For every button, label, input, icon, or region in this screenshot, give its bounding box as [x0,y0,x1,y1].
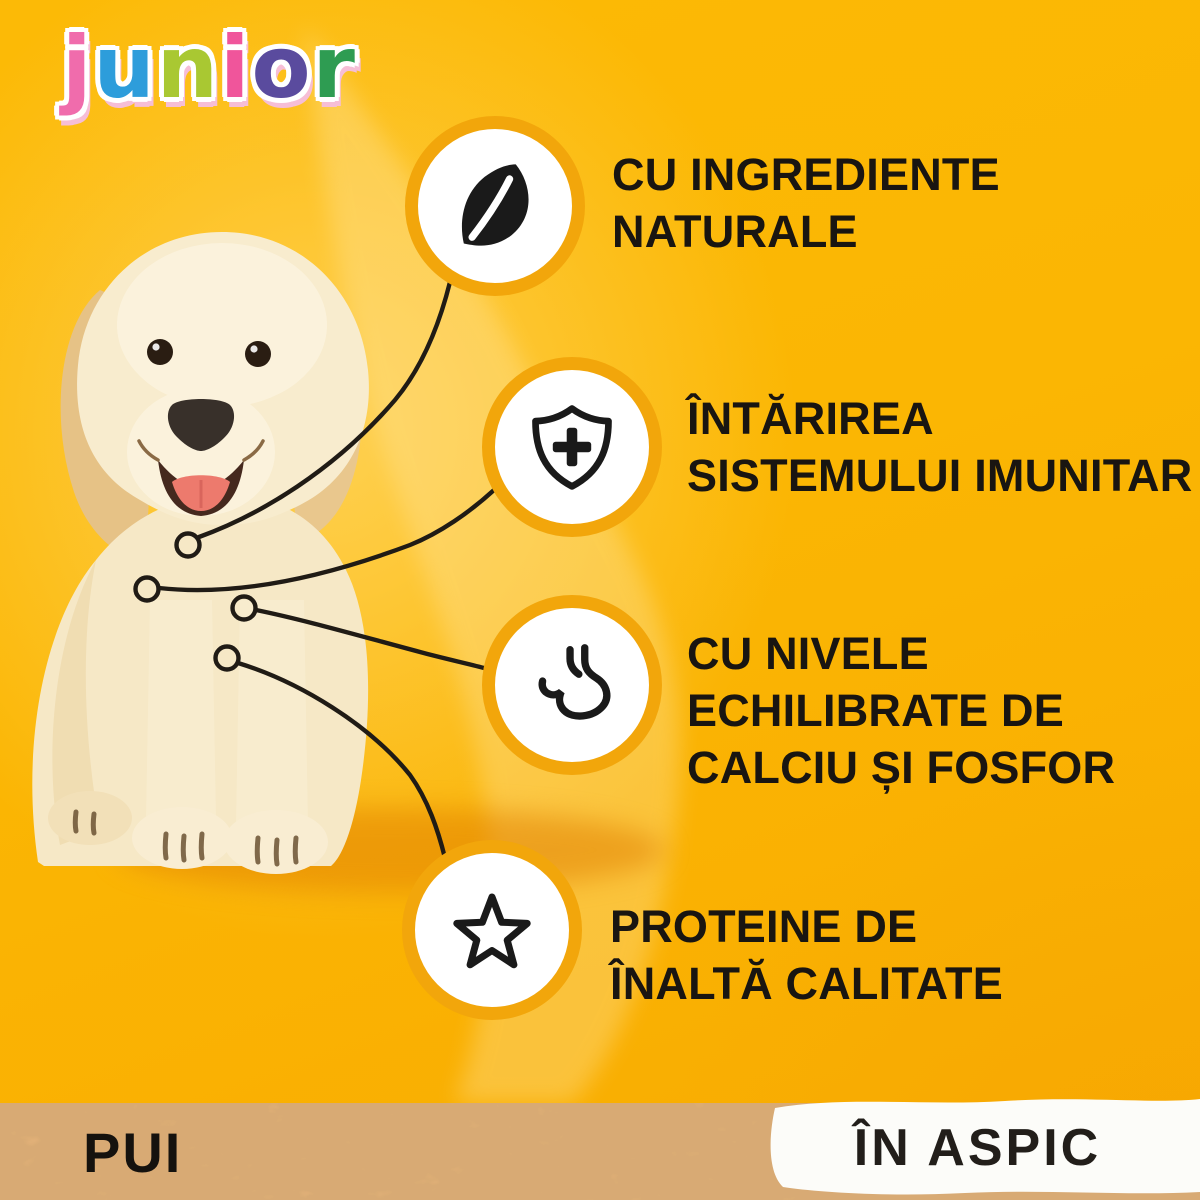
star-icon [453,893,531,969]
leaf-icon [461,164,529,246]
feature-circle-calcium [482,595,662,775]
feature-circle-protein [402,840,582,1020]
logo-letter: o [251,18,313,118]
callout-dot-3 [230,594,258,622]
feature-circle-immunity [482,357,662,537]
feature-text-natural: CU INGREDIENTE NATURALE [612,149,1000,257]
logo-letter: u [93,18,157,118]
footer-patch [770,1099,1200,1195]
feature-text-protein: PROTEINE DE ÎNALTĂ CALITATE [610,901,1003,1009]
feature-text-immunity: ÎNTĂRIREA SISTEMULUI IMUNITAR [687,393,1193,501]
callout-dot-4 [213,644,241,672]
callout-dot-2 [133,575,161,603]
callout-line-3 [253,607,487,671]
feature-circle-natural [405,116,585,296]
logo-letter: n [156,18,220,118]
logo-letter: j [62,18,94,118]
callout-line-2 [156,487,497,593]
stomach-icon [538,644,611,720]
callout-line-4 [235,660,448,861]
flavor-label: PUI [83,1121,183,1184]
junior-logo: junior [62,18,357,118]
callout-line-1 [196,279,453,540]
logo-letter: r [312,18,357,118]
shield-cross-icon [532,405,612,490]
feature-text-calcium: CU NIVELE ECHILIBRATE DE CALCIU ȘI FOSFO… [687,628,1116,793]
preparation-label: ÎN ASPIC [853,1119,1102,1177]
callout-dot-1 [174,531,202,559]
logo-letter: i [219,18,252,118]
